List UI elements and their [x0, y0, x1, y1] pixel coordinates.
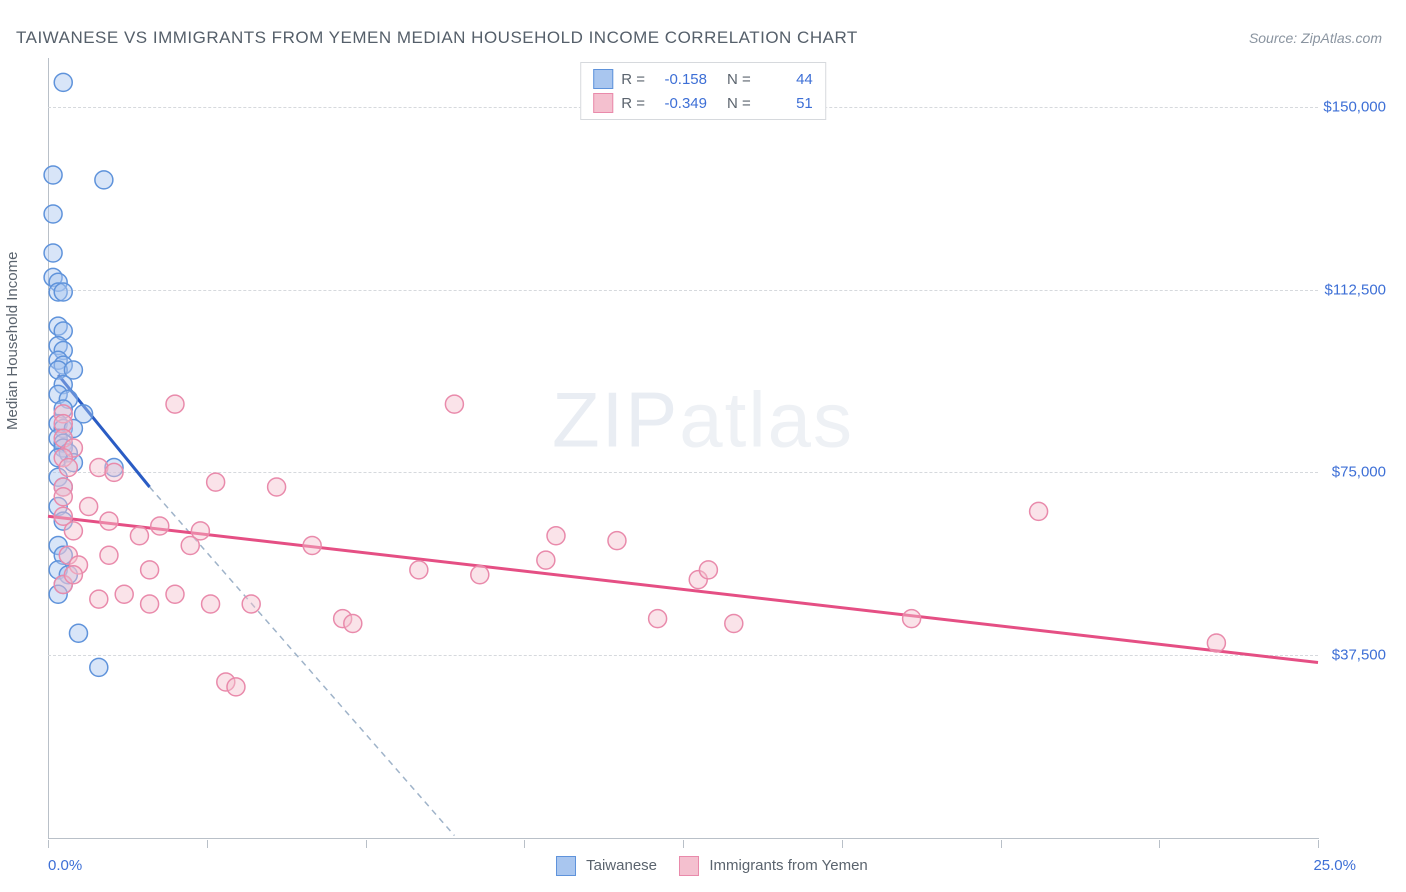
- scatter-point: [100, 512, 118, 530]
- scatter-point: [141, 561, 159, 579]
- chart-svg: [48, 58, 1318, 838]
- n-value-a: 44: [763, 71, 813, 88]
- scatter-point: [90, 590, 108, 608]
- legend-row-b: R = -0.349 N = 51: [593, 91, 813, 115]
- xtick: [524, 840, 525, 848]
- scatter-point: [54, 283, 72, 301]
- scatter-point: [268, 478, 286, 496]
- legend-row-a: R = -0.158 N = 44: [593, 67, 813, 91]
- scatter-point: [44, 166, 62, 184]
- scatter-point: [95, 171, 113, 189]
- scatter-point: [445, 395, 463, 413]
- xtick: [842, 840, 843, 848]
- scatter-point: [1207, 634, 1225, 652]
- scatter-point: [181, 537, 199, 555]
- chart-title: TAIWANESE VS IMMIGRANTS FROM YEMEN MEDIA…: [16, 28, 858, 48]
- xtick: [207, 840, 208, 848]
- legend-label-yemen: Immigrants from Yemen: [709, 857, 867, 874]
- n-value-b: 51: [763, 95, 813, 112]
- scatter-point: [303, 537, 321, 555]
- scatter-point: [202, 595, 220, 613]
- scatter-point: [151, 517, 169, 535]
- legend-label-taiwanese: Taiwanese: [586, 857, 657, 874]
- scatter-point: [64, 522, 82, 540]
- scatter-point: [547, 527, 565, 545]
- scatter-point: [166, 585, 184, 603]
- scatter-point: [64, 566, 82, 584]
- scatter-point: [166, 395, 184, 413]
- xtick: [366, 840, 367, 848]
- scatter-point: [54, 488, 72, 506]
- scatter-point: [242, 595, 260, 613]
- scatter-point: [100, 546, 118, 564]
- scatter-point: [410, 561, 428, 579]
- scatter-point: [105, 463, 123, 481]
- scatter-point: [471, 566, 489, 584]
- ytick-label: $112,500: [1325, 281, 1386, 298]
- scatter-point: [725, 615, 743, 633]
- r-value-a: -0.158: [657, 71, 707, 88]
- scatter-point: [69, 624, 87, 642]
- xtick: [1318, 840, 1319, 848]
- y-axis-label: Median Household Income: [4, 252, 21, 430]
- xtick: [1001, 840, 1002, 848]
- r-label: R =: [621, 95, 645, 112]
- scatter-point: [130, 527, 148, 545]
- scatter-point: [115, 585, 133, 603]
- scatter-point: [141, 595, 159, 613]
- scatter-point: [207, 473, 225, 491]
- r-value-b: -0.349: [657, 95, 707, 112]
- series-legend: Taiwanese Immigrants from Yemen: [0, 856, 1406, 876]
- legend-swatch-a: [593, 69, 613, 89]
- scatter-point: [608, 532, 626, 550]
- legend-swatch-taiwanese: [556, 856, 576, 876]
- xtick: [1159, 840, 1160, 848]
- legend-swatch-yemen: [679, 856, 699, 876]
- xtick: [48, 840, 49, 848]
- scatter-point: [44, 244, 62, 262]
- n-label: N =: [727, 95, 751, 112]
- scatter-point: [90, 658, 108, 676]
- scatter-point: [80, 498, 98, 516]
- r-label: R =: [621, 71, 645, 88]
- scatter-point: [649, 610, 667, 628]
- source-label: Source: ZipAtlas.com: [1249, 30, 1382, 46]
- scatter-point: [699, 561, 717, 579]
- ytick-label: $37,500: [1332, 647, 1386, 664]
- scatter-point: [537, 551, 555, 569]
- scatter-point: [54, 73, 72, 91]
- scatter-point: [227, 678, 245, 696]
- legend-swatch-b: [593, 93, 613, 113]
- scatter-point: [903, 610, 921, 628]
- scatter-point: [59, 459, 77, 477]
- correlation-legend: R = -0.158 N = 44 R = -0.349 N = 51: [580, 62, 826, 120]
- n-label: N =: [727, 71, 751, 88]
- scatter-point: [344, 615, 362, 633]
- ytick-label: $150,000: [1323, 98, 1386, 115]
- scatter-point: [44, 205, 62, 223]
- ytick-label: $75,000: [1332, 464, 1386, 481]
- xtick: [683, 840, 684, 848]
- scatter-point: [1030, 502, 1048, 520]
